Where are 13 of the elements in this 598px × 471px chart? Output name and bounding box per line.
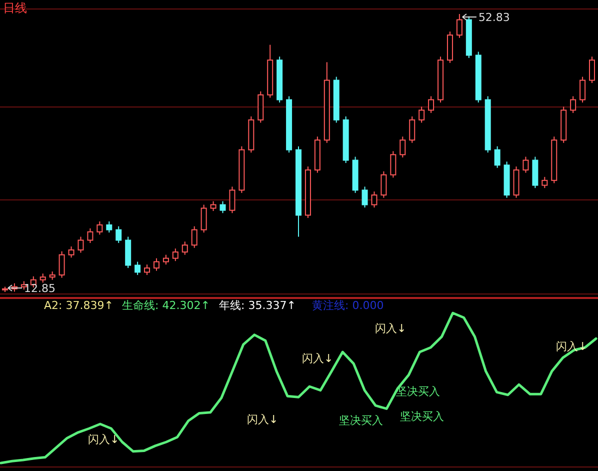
text: 生命线: 42.302↑ — [122, 299, 210, 312]
annotation: 闪入↓ — [247, 413, 278, 426]
annotation: 52.83 — [478, 11, 510, 24]
chart-title: 日线 — [3, 1, 27, 15]
annotation: 坚决买入 — [339, 414, 383, 427]
annotation: 闪入↓ — [302, 352, 334, 365]
annotation: 12.85 — [24, 282, 56, 295]
text: 黄注线: 0.000 — [312, 299, 384, 312]
annotation: 闪入↓ — [375, 322, 406, 335]
annotation: 闪入↓ — [88, 433, 120, 446]
text: 年线: 35.337↑ — [219, 299, 296, 312]
annotation: 坚决买入 — [400, 410, 444, 423]
text: A2: 37.839↑ — [44, 299, 114, 312]
